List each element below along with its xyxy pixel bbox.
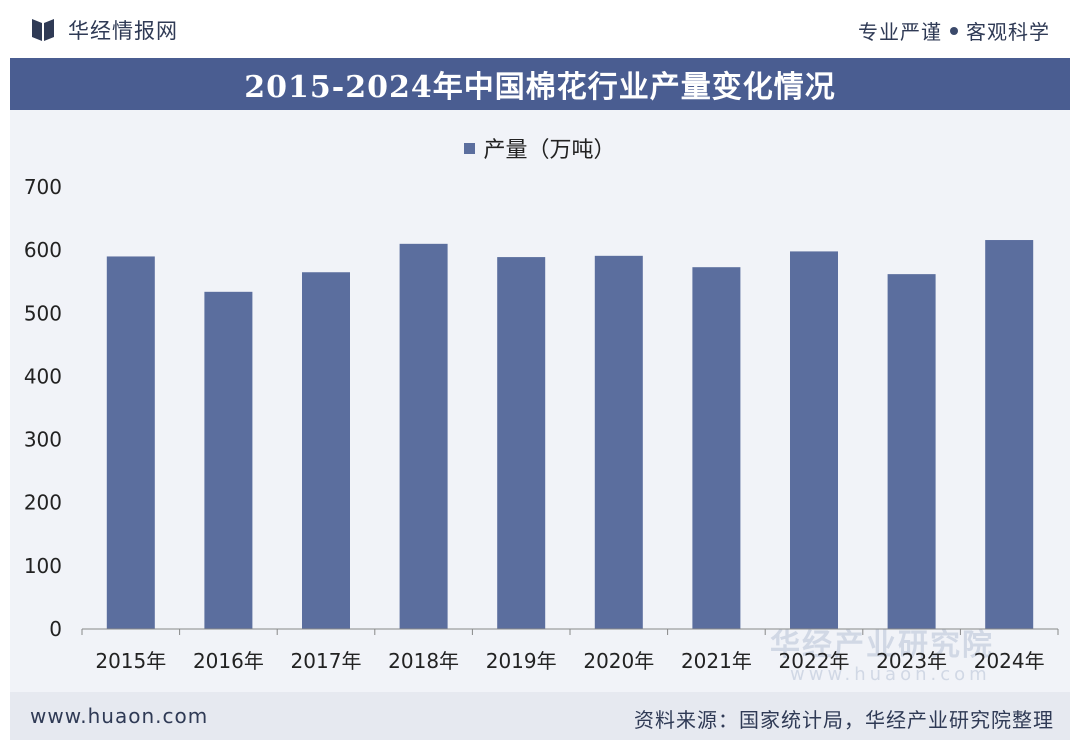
slogan-left: 专业严谨 xyxy=(858,20,942,44)
legend: 产量（万吨） xyxy=(0,132,1080,164)
x-tick-label: 2022年 xyxy=(779,649,850,673)
bar-2018年 xyxy=(399,243,448,630)
bar-2022年 xyxy=(790,251,838,630)
brand[interactable]: 华经情报网 xyxy=(30,14,178,46)
y-tick-label: 700 xyxy=(24,175,62,199)
footer-source: 资料来源：国家统计局，华经产业研究院整理 xyxy=(634,708,1054,732)
x-tick-label: 2017年 xyxy=(291,649,362,673)
bar-2017年 xyxy=(302,272,350,629)
bar-2020年 xyxy=(594,255,643,629)
x-tick-label: 2015年 xyxy=(95,649,166,673)
y-tick-label: 600 xyxy=(24,238,62,262)
slogan-right: 客观科学 xyxy=(966,20,1050,44)
x-tick-label: 2021年 xyxy=(681,649,752,673)
x-tick-label: 2023年 xyxy=(876,649,947,673)
slogan-dot xyxy=(950,26,958,35)
x-tick-label: 2019年 xyxy=(486,649,557,673)
brand-name: 华经情报网 xyxy=(68,19,178,43)
x-tick-label: 2020年 xyxy=(583,649,654,673)
x-tick-label: 2024年 xyxy=(974,649,1045,673)
footer: www.huaon.com 资料来源：国家统计局，华经产业研究院整理 xyxy=(10,692,1070,740)
legend-label: 产量（万吨） xyxy=(483,138,616,163)
watermark-text: 华经产业研究院 xyxy=(770,628,994,663)
watermark-url: www.huaon.com xyxy=(790,664,991,685)
top-bar: 华经情报网 专业严谨 客观科学 xyxy=(0,0,1080,58)
legend-swatch xyxy=(464,142,476,154)
y-tick-label: 100 xyxy=(24,554,62,578)
y-tick-label: 400 xyxy=(24,364,62,388)
bar-2023年 xyxy=(887,274,936,629)
y-tick-label: 500 xyxy=(24,301,62,325)
title-band: 2015-2024年中国棉花行业产量变化情况 xyxy=(10,58,1070,110)
bar-2019年 xyxy=(497,257,546,629)
bar-2015年 xyxy=(106,256,155,629)
chart-title: 2015-2024年中国棉花行业产量变化情况 xyxy=(244,70,836,105)
footer-site-link[interactable]: www.huaon.com xyxy=(30,704,209,728)
bar-2021年 xyxy=(692,267,741,629)
bar-2024年 xyxy=(985,240,1034,630)
x-tick-label: 2018年 xyxy=(388,649,459,673)
x-tick-label: 2016年 xyxy=(193,649,264,673)
y-tick-label: 200 xyxy=(24,491,62,515)
y-tick-label: 0 xyxy=(49,617,62,641)
slogan: 专业严谨 客观科学 xyxy=(858,16,1050,45)
y-tick-label: 300 xyxy=(24,428,62,452)
book-logo-icon xyxy=(32,19,54,41)
bar-2016年 xyxy=(204,291,253,629)
